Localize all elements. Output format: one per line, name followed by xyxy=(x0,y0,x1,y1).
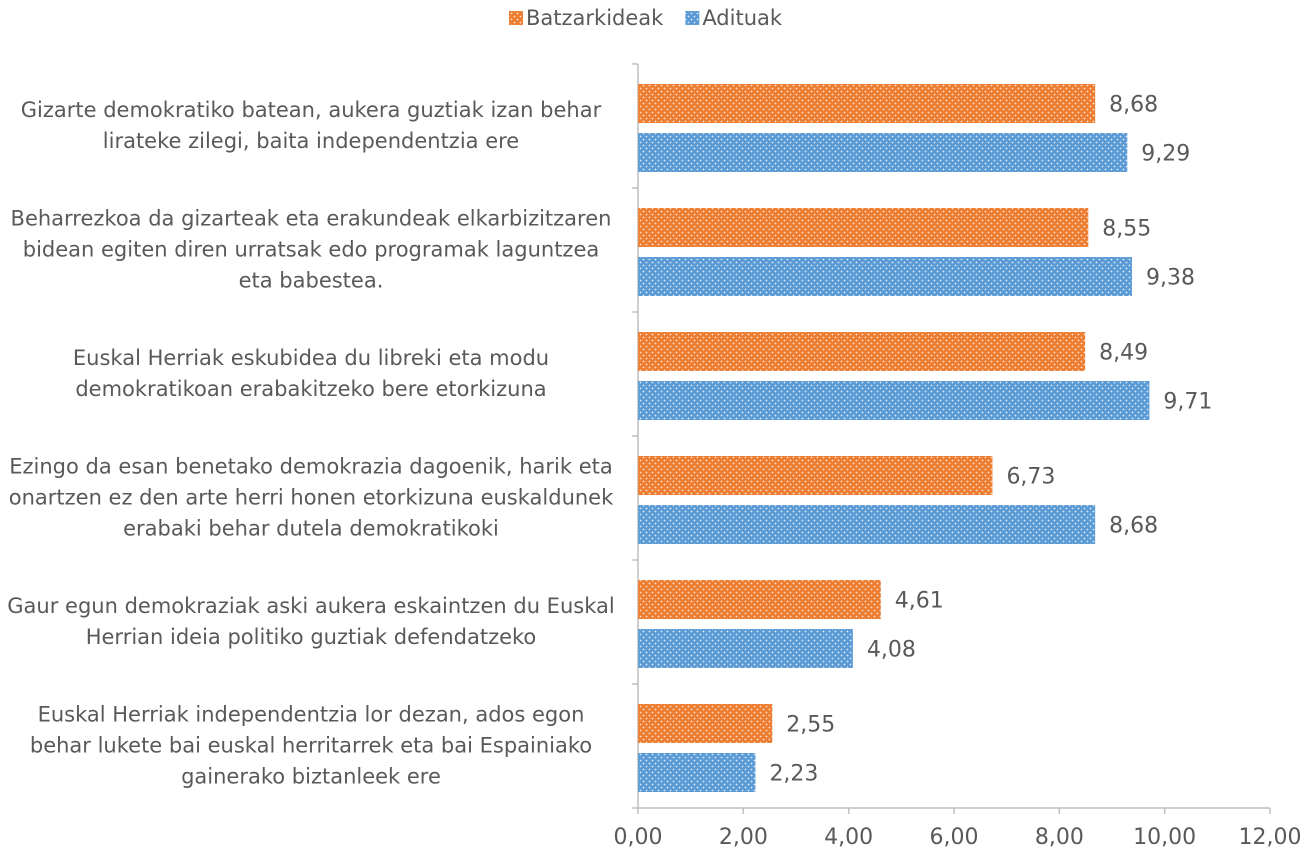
value-label: 9,71 xyxy=(1163,390,1212,415)
category-label: Euskal Herriak eskubidea du libreki eta … xyxy=(72,346,550,401)
x-tick-label: 6,00 xyxy=(930,825,979,850)
value-label: 6,73 xyxy=(1006,465,1055,490)
value-label: 2,23 xyxy=(769,762,818,787)
legend-swatch xyxy=(509,11,523,25)
legend-label: Batzarkideak xyxy=(526,6,664,30)
bar xyxy=(638,332,1086,371)
bar xyxy=(638,580,881,619)
bar xyxy=(638,629,853,668)
bar xyxy=(638,84,1096,123)
category-label: Euskal Herriak independentzia lor dezan,… xyxy=(29,702,593,789)
x-tick-label: 12,00 xyxy=(1239,825,1302,850)
value-label: 8,55 xyxy=(1102,217,1151,242)
category-label: Ezingo da esan benetako demokrazia dagoe… xyxy=(8,454,614,541)
value-label: 9,38 xyxy=(1146,266,1195,291)
category-label: Gaur egun demokraziak aski aukera eskain… xyxy=(7,594,615,649)
bar xyxy=(638,704,773,743)
bar xyxy=(638,133,1128,172)
bar xyxy=(638,753,756,792)
x-tick-label: 2,00 xyxy=(719,825,768,850)
x-tick-label: 0,00 xyxy=(614,825,663,850)
bar xyxy=(638,456,993,495)
x-tick-label: 8,00 xyxy=(1035,825,1084,850)
legend-swatch xyxy=(685,11,700,25)
category-label: Gizarte demokratiko batean, aukera guzti… xyxy=(20,98,602,153)
value-label: 2,55 xyxy=(786,713,835,738)
value-label: 8,68 xyxy=(1109,514,1158,539)
x-tick-label: 10,00 xyxy=(1133,825,1196,850)
x-tick-label: 4,00 xyxy=(824,825,873,850)
bar xyxy=(638,257,1133,296)
bar xyxy=(638,208,1089,247)
value-label: 8,68 xyxy=(1109,93,1158,118)
category-label: Beharrezkoa da gizarteak eta erakundeak … xyxy=(10,206,612,293)
bar xyxy=(638,505,1096,544)
value-label: 4,61 xyxy=(895,589,944,614)
value-label: 8,49 xyxy=(1099,341,1148,366)
legend-label: Adituak xyxy=(702,6,783,30)
value-label: 4,08 xyxy=(867,638,916,663)
bar xyxy=(638,381,1150,420)
value-label: 9,29 xyxy=(1141,142,1190,167)
